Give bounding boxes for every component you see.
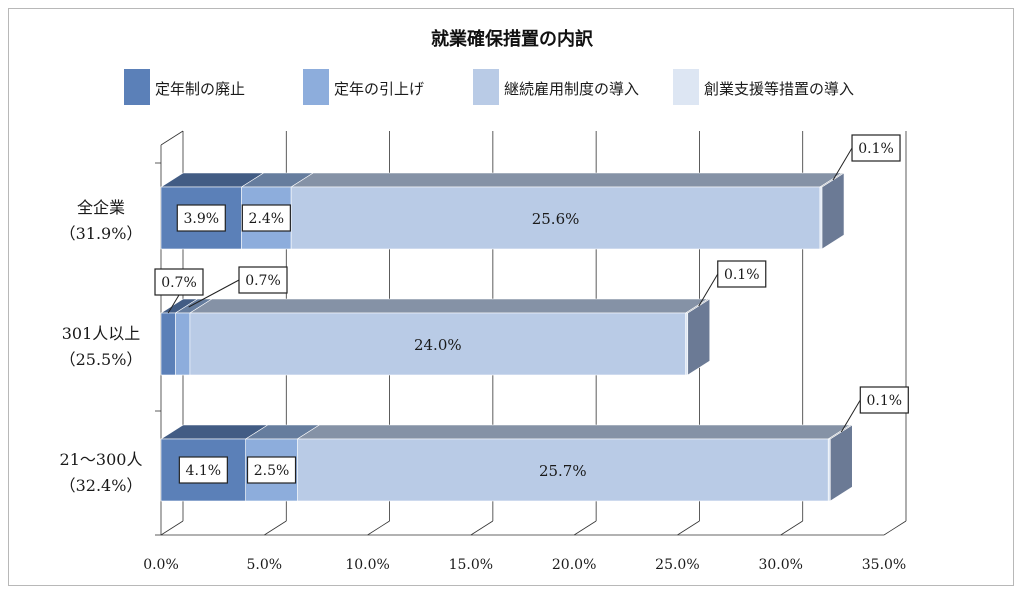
floor-gridline — [573, 520, 597, 536]
data-label: 25.6% — [532, 210, 580, 228]
bar-segment — [160, 312, 176, 376]
x-tick-label: 5.0% — [246, 557, 282, 573]
data-label: 0.7% — [245, 273, 281, 289]
chart-title: 就業確保措置の内訳 — [431, 28, 594, 50]
legend-swatch — [303, 69, 329, 105]
left-wall-top-edge — [160, 130, 184, 146]
bar-segment — [175, 312, 191, 376]
x-tick-label: 30.0% — [758, 557, 802, 573]
bar-segment — [819, 186, 823, 250]
floor-gridline — [470, 520, 494, 536]
floor-gridline — [780, 520, 803, 536]
bar-side-face — [829, 424, 853, 502]
data-label: 4.1% — [186, 463, 222, 479]
data-label: 25.7% — [539, 462, 587, 480]
legend-swatch — [124, 69, 150, 105]
floor-gridline — [677, 520, 700, 536]
x-tick-label: 25.0% — [655, 557, 699, 573]
data-label-box — [178, 456, 228, 484]
bar-side-face — [687, 298, 711, 376]
bar-group: 全企業 （31.9%） 3.9% 2.4% 25.6% 0.1% — [60, 134, 901, 250]
bar-group: 301人以上 （25.5%） 0.7% 0.7% 24.0% 0.1% — [60, 260, 767, 376]
label-leader-line — [188, 279, 240, 308]
label-leader-line — [840, 399, 861, 433]
category-total-label: （31.9%） — [60, 224, 143, 243]
data-label-box — [246, 456, 297, 484]
bar-side-face — [821, 172, 845, 250]
label-leader-line — [167, 294, 180, 314]
data-label: 0.1% — [867, 393, 903, 409]
label-leader-line — [698, 273, 719, 307]
data-label: 0.1% — [858, 141, 894, 157]
category-total-label: （25.5%） — [60, 350, 143, 369]
legend-label: 継続雇用制度の導入 — [504, 80, 639, 98]
label-leader-line — [832, 147, 853, 181]
chart-frame: 就業確保措置の内訳定年制の廃止 定年の引上げ 継続雇用制度の導入 創業支援等措置の導入… — [8, 8, 1014, 586]
data-label-box — [176, 204, 226, 232]
data-label-box — [851, 134, 901, 162]
data-label: 3.9% — [183, 211, 219, 227]
legend-swatch — [673, 69, 699, 105]
bar-segment — [297, 438, 829, 502]
data-label-box — [241, 204, 291, 232]
x-tick-label: 20.0% — [552, 557, 596, 573]
data-label-box — [154, 268, 204, 296]
legend-swatch — [473, 69, 499, 105]
data-label-box — [238, 266, 288, 294]
category-label: 301人以上 — [62, 324, 141, 343]
bar-segment — [685, 312, 689, 376]
data-label-box — [717, 260, 767, 288]
bar-top-face — [290, 172, 843, 188]
data-label: 0.7% — [161, 275, 197, 291]
legend-label: 定年の引上げ — [334, 80, 424, 98]
data-label-box — [859, 386, 909, 414]
legend-label: 創業支援等措置の導入 — [704, 80, 854, 98]
category-total-label: （32.4%） — [60, 476, 143, 495]
data-label: 0.1% — [724, 267, 760, 283]
bar-top-face — [296, 424, 852, 440]
category-label: 21～300人 — [60, 450, 143, 469]
floor-gridline — [160, 520, 184, 536]
data-label: 2.5% — [254, 463, 290, 479]
bar-top-face — [188, 298, 709, 314]
legend-label: 定年制の廃止 — [155, 80, 245, 98]
floor-gridline — [367, 520, 390, 536]
data-label: 2.4% — [249, 211, 285, 227]
x-tick-label: 15.0% — [449, 557, 493, 573]
bar-segment — [290, 186, 821, 250]
floor-gridline — [883, 520, 907, 536]
category-label: 全企業 — [77, 198, 125, 217]
bar-group: 21～300人 （32.4%） 4.1% 2.5% 25.7% 0.1% — [60, 386, 909, 502]
data-label: 24.0% — [414, 336, 462, 354]
bar-segment — [827, 438, 831, 502]
x-tick-label: 0.0% — [143, 557, 179, 573]
floor-gridline — [264, 520, 287, 536]
bar-segment — [189, 312, 686, 376]
x-tick-label: 10.0% — [345, 557, 389, 573]
x-tick-label: 35.0% — [862, 557, 906, 573]
